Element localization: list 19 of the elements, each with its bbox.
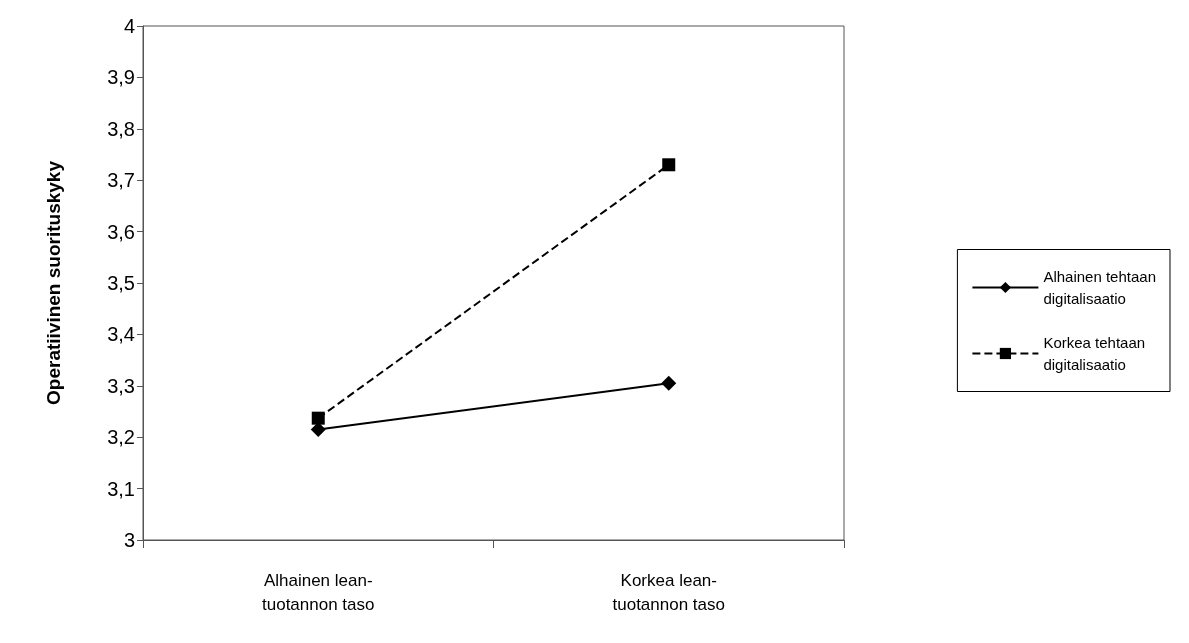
y-tick-label: 4 — [123, 15, 135, 37]
y-tick-label: 3,9 — [107, 66, 135, 89]
y-tick-label: 3,8 — [107, 117, 135, 140]
y-tick-label: 3,1 — [107, 477, 135, 500]
point — [661, 375, 677, 391]
y-tick-label: 3 — [123, 529, 135, 551]
point — [662, 158, 676, 172]
y-tick-label: 3,2 — [107, 426, 135, 449]
y-tick-label: 3,6 — [107, 220, 135, 243]
legend-label: Korkea tehtaan digitalisaatio — [1043, 334, 1146, 373]
x-tick-label: Korkea lean- tuotannon taso — [612, 570, 725, 614]
y-axis-title: Operatiivinen suorituskyky — [43, 160, 64, 405]
y-tick-label: 3,4 — [107, 323, 135, 346]
y-tick-label: 3,3 — [107, 374, 135, 397]
legend-label: Alhainen tehtaan digitalisaatio — [1043, 268, 1157, 307]
point — [311, 411, 325, 425]
y-tick-label: 3,7 — [107, 169, 135, 192]
x-tick-label: Alhainen lean- tuotannon taso — [262, 570, 375, 614]
y-tick-label: 3,5 — [107, 272, 135, 294]
